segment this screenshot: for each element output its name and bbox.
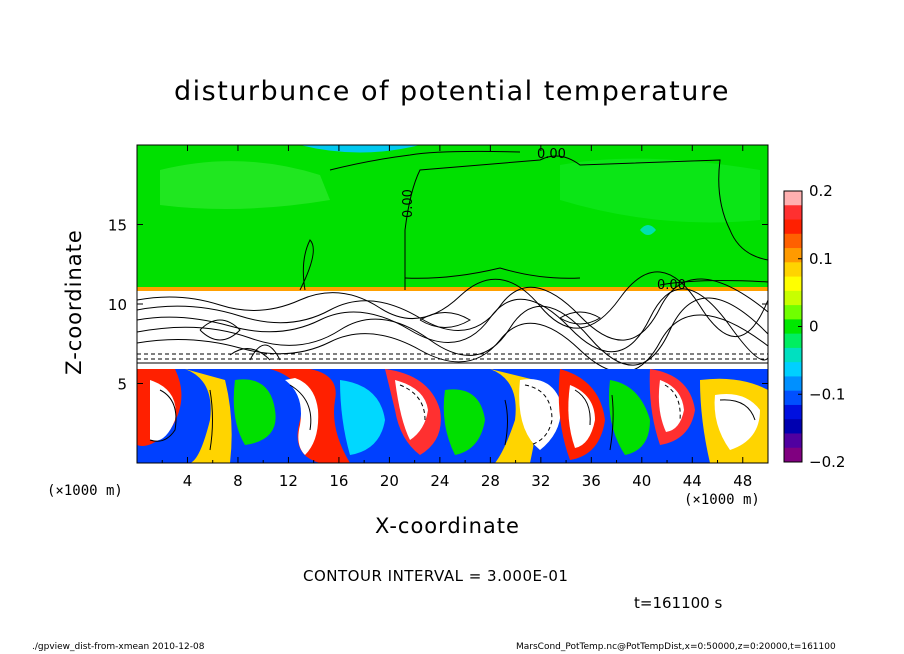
contour-label: 0.00 <box>657 278 686 293</box>
time-label: t=161100 s <box>634 594 723 612</box>
x-tick-label: 48 <box>733 472 752 490</box>
colorbar-swatch <box>784 219 802 235</box>
x-tick-label: 44 <box>683 472 702 490</box>
y-axis-label: Z-coordinate <box>62 229 86 375</box>
x-unit-left: (×1000 m) <box>47 483 123 499</box>
colorbar-swatch <box>784 433 802 449</box>
y-tick-label: 15 <box>108 217 127 235</box>
colorbar-tick-label: 0.1 <box>809 250 833 268</box>
colorbar-tick-label: 0.2 <box>809 182 833 200</box>
footer-right: MarsCond_PotTemp.nc@PotTempDist,x=0:5000… <box>516 642 836 652</box>
contour-label: 0.00 <box>537 147 566 162</box>
x-tick-label: 28 <box>481 472 500 490</box>
colorbar-swatch <box>784 205 802 221</box>
x-unit-right: (×1000 m) <box>684 492 760 508</box>
x-tick-label: 40 <box>632 472 651 490</box>
dense-contours <box>137 150 768 373</box>
x-tick-label: 32 <box>531 472 550 490</box>
lower-contours <box>149 384 756 451</box>
colorbar-tick-label: −0.2 <box>809 453 845 471</box>
colorbar-swatch <box>784 447 802 463</box>
x-tick-label: 12 <box>279 472 298 490</box>
colorbar-swatch <box>784 248 802 263</box>
contour-interval-text: CONTOUR INTERVAL = 3.000E-01 <box>303 567 569 585</box>
y-tick-label: 10 <box>108 296 127 314</box>
footer-left: ./gpview_dist-from-xmean 2010-12-08 <box>32 642 205 652</box>
x-tick-label: 4 <box>183 472 193 490</box>
colorbar-swatch <box>784 276 802 292</box>
x-tick-label: 24 <box>430 472 449 490</box>
colorbar-swatch <box>784 262 802 278</box>
x-tick-label: 8 <box>233 472 243 490</box>
x-axis-label: X-coordinate <box>375 514 520 538</box>
heatmap-field <box>137 145 768 463</box>
colorbar-swatch <box>784 390 802 406</box>
colorbar-swatch <box>784 419 802 434</box>
x-tick-label: 16 <box>329 472 348 490</box>
colorbar-swatch <box>784 233 802 249</box>
convective-cells <box>137 369 768 463</box>
colorbar-swatch <box>784 305 802 320</box>
colorbar-swatch <box>784 404 802 420</box>
contour-label: 0.00 <box>401 189 416 218</box>
colorbar-swatch <box>784 191 802 206</box>
colorbar-tick-label: 0 <box>809 318 819 336</box>
colorbar-swatch <box>784 333 802 349</box>
colorbar-swatch <box>784 290 802 306</box>
colorbar-swatch <box>784 362 802 377</box>
y-tick-label: 5 <box>117 376 127 394</box>
colorbar-swatch <box>784 319 802 335</box>
colorbar-tick-label: −0.1 <box>809 385 845 403</box>
chart-title: disturbunce of potential temperature <box>174 76 730 107</box>
colorbar-swatch <box>784 376 802 392</box>
colorbar-swatch <box>784 347 802 363</box>
x-tick-label: 20 <box>380 472 399 490</box>
x-tick-label: 36 <box>582 472 601 490</box>
